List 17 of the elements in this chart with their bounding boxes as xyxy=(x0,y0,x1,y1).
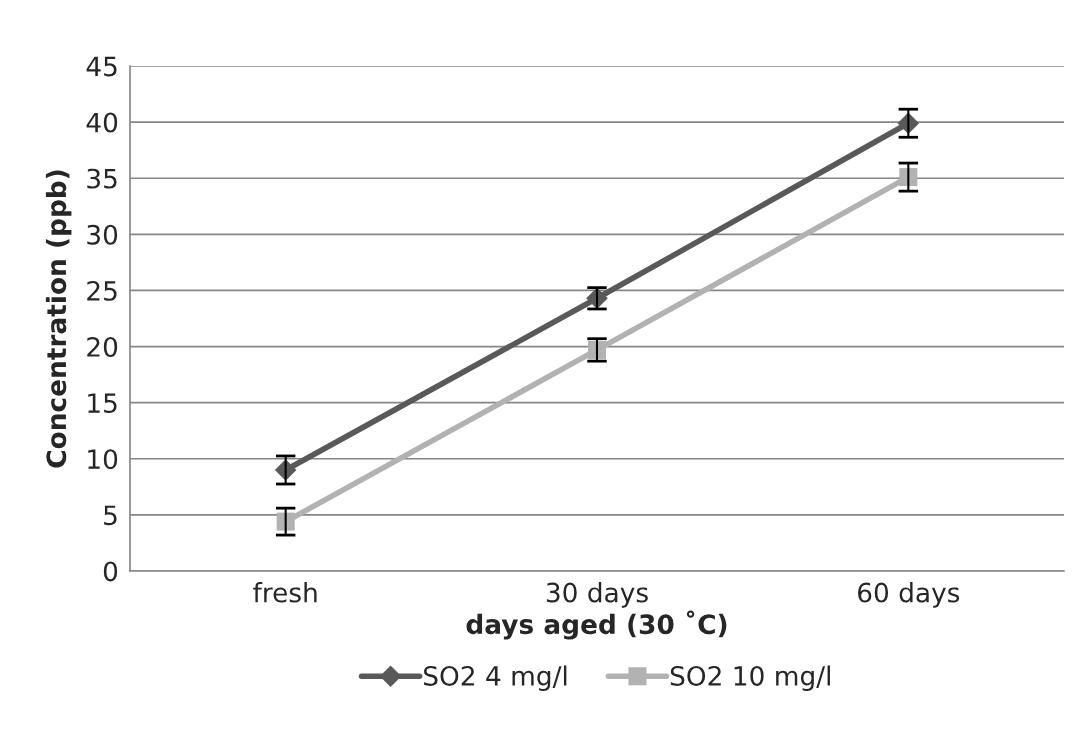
y-tick-label: 20 xyxy=(87,337,118,357)
y-tick-label: 30 xyxy=(87,224,118,245)
x-tick-label: fresh xyxy=(253,582,317,603)
y-tick-label: 15 xyxy=(88,393,117,414)
legend-label: SO2 10 mg/l xyxy=(670,665,830,691)
x-tick-label: 30 days xyxy=(546,582,648,608)
y-tick-label: 40 xyxy=(86,112,118,133)
y-tick-label: 10 xyxy=(88,449,118,470)
x-axis-title: days aged (30 ˚C) xyxy=(466,610,727,640)
y-tick-label: 35 xyxy=(87,168,117,189)
legend-label: SO2 4 mg/l xyxy=(424,665,567,691)
y-tick-label: 45 xyxy=(86,56,117,77)
y-axis-title: Concentration (ppb) xyxy=(45,170,72,468)
y-tick-label: 25 xyxy=(87,280,117,301)
x-tick-label: 60 days xyxy=(858,582,960,608)
y-tick-label: 5 xyxy=(104,505,117,526)
y-tick-label: 0 xyxy=(103,561,118,582)
